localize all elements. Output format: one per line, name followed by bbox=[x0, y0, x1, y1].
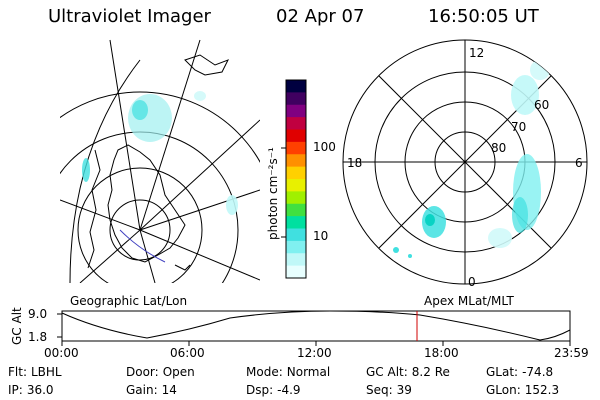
info-glon-key: GLon: bbox=[486, 383, 521, 397]
info-glat: GLat: -74.8 bbox=[486, 365, 553, 379]
colorbar-segment bbox=[286, 253, 306, 267]
coastline bbox=[107, 144, 186, 263]
colorbar-segment bbox=[286, 240, 306, 254]
colorbar-segment bbox=[286, 179, 306, 192]
colorbar bbox=[286, 80, 306, 279]
info-ip-key: IP: bbox=[8, 383, 23, 397]
colorbar-frame bbox=[285, 79, 307, 279]
info-gain: Gain: 14 bbox=[126, 383, 177, 397]
altitude-tick-label-1-8: 1.8 bbox=[28, 330, 48, 344]
info-ip-value: 36.0 bbox=[26, 383, 54, 397]
info-gc-alt: GC Alt: 8.2 Re bbox=[366, 365, 450, 379]
polar-emission bbox=[393, 60, 550, 258]
time-label-1800: 18:00 bbox=[424, 346, 459, 360]
info-flt-key: Flt: bbox=[8, 365, 27, 379]
info-seq-value: 39 bbox=[396, 383, 412, 397]
info-mode: Mode: Normal bbox=[246, 365, 330, 379]
info-gc-alt-key: GC Alt: bbox=[366, 365, 408, 379]
info-dsp-key: Dsp: bbox=[246, 383, 274, 397]
info-seq-key: Seq: bbox=[366, 383, 393, 397]
altitude-axis-title: GC Alt bbox=[10, 307, 24, 345]
colorbar-segment bbox=[286, 216, 306, 229]
info-gain-key: Gain: bbox=[126, 383, 158, 397]
info-dsp: Dsp: -4.9 bbox=[246, 383, 301, 397]
time-label-1200: 12:00 bbox=[297, 346, 332, 360]
left-panel-label: Geographic Lat/Lon bbox=[70, 294, 188, 308]
info-mode-value: Normal bbox=[286, 365, 331, 379]
mlat-label-70: 70 bbox=[511, 120, 527, 134]
mlt-label-12: 12 bbox=[469, 46, 485, 60]
info-glon-value: 152.3 bbox=[524, 383, 560, 397]
geographic-map bbox=[60, 39, 260, 283]
info-glon: GLon: 152.3 bbox=[486, 383, 559, 397]
info-door-value: Open bbox=[162, 365, 195, 379]
observation-time: 16:50:05 UT bbox=[428, 6, 539, 27]
info-flt: Flt: LBHL bbox=[8, 365, 62, 379]
info-door: Door: Open bbox=[126, 365, 195, 379]
info-mode-key: Mode: bbox=[246, 365, 283, 379]
info-gain-value: 14 bbox=[161, 383, 177, 397]
mlat-label-80: 80 bbox=[491, 141, 507, 155]
colorbar-segment bbox=[286, 80, 306, 93]
colorbar-label-100: 100 bbox=[313, 140, 336, 154]
mlat-label-60: 60 bbox=[534, 98, 550, 112]
info-flt-value: LBHL bbox=[30, 365, 62, 379]
altitude-curve bbox=[61, 310, 571, 341]
colorbar-segment bbox=[286, 166, 306, 180]
time-label-0000: 00:00 bbox=[44, 346, 79, 360]
info-glat-key: GLat: bbox=[486, 365, 519, 379]
observation-date: 02 Apr 07 bbox=[276, 6, 365, 27]
info-dsp-value: -4.9 bbox=[277, 383, 301, 397]
time-label-2359: 23:59 bbox=[554, 346, 589, 360]
info-ip: IP: 36.0 bbox=[8, 383, 54, 397]
colorbar-unit-label: photon cm⁻²s⁻¹ bbox=[266, 147, 280, 240]
info-seq: Seq: 39 bbox=[366, 383, 412, 397]
mlt-label-18: 18 bbox=[347, 156, 363, 170]
mlt-label-0: 0 bbox=[468, 275, 476, 289]
altitude-tick-label-9: 9.0 bbox=[28, 307, 48, 321]
colorbar-segment bbox=[286, 203, 306, 217]
mlt-label-6: 6 bbox=[575, 156, 583, 170]
instrument-title: Ultraviolet Imager bbox=[48, 6, 211, 27]
right-panel-label: Apex MLat/MLT bbox=[424, 294, 514, 308]
colorbar-segment bbox=[286, 191, 306, 205]
time-label-0600: 06:00 bbox=[170, 346, 205, 360]
info-glat-value: -74.8 bbox=[522, 365, 554, 379]
left-emission bbox=[82, 91, 238, 215]
colorbar-segment bbox=[286, 92, 306, 106]
colorbar-segment bbox=[286, 104, 306, 118]
colorbar-segment bbox=[286, 228, 306, 242]
colorbar-label-10: 10 bbox=[313, 229, 329, 243]
info-gc-alt-value: 8.2 Re bbox=[411, 365, 450, 379]
polar-grid bbox=[342, 39, 588, 285]
colorbar-segment bbox=[286, 129, 306, 143]
colorbar-segment bbox=[286, 117, 306, 130]
info-door-key: Door: bbox=[126, 365, 159, 379]
colorbar-segment bbox=[286, 154, 306, 168]
colorbar-segment bbox=[286, 141, 306, 155]
colorbar-segment bbox=[286, 265, 306, 279]
